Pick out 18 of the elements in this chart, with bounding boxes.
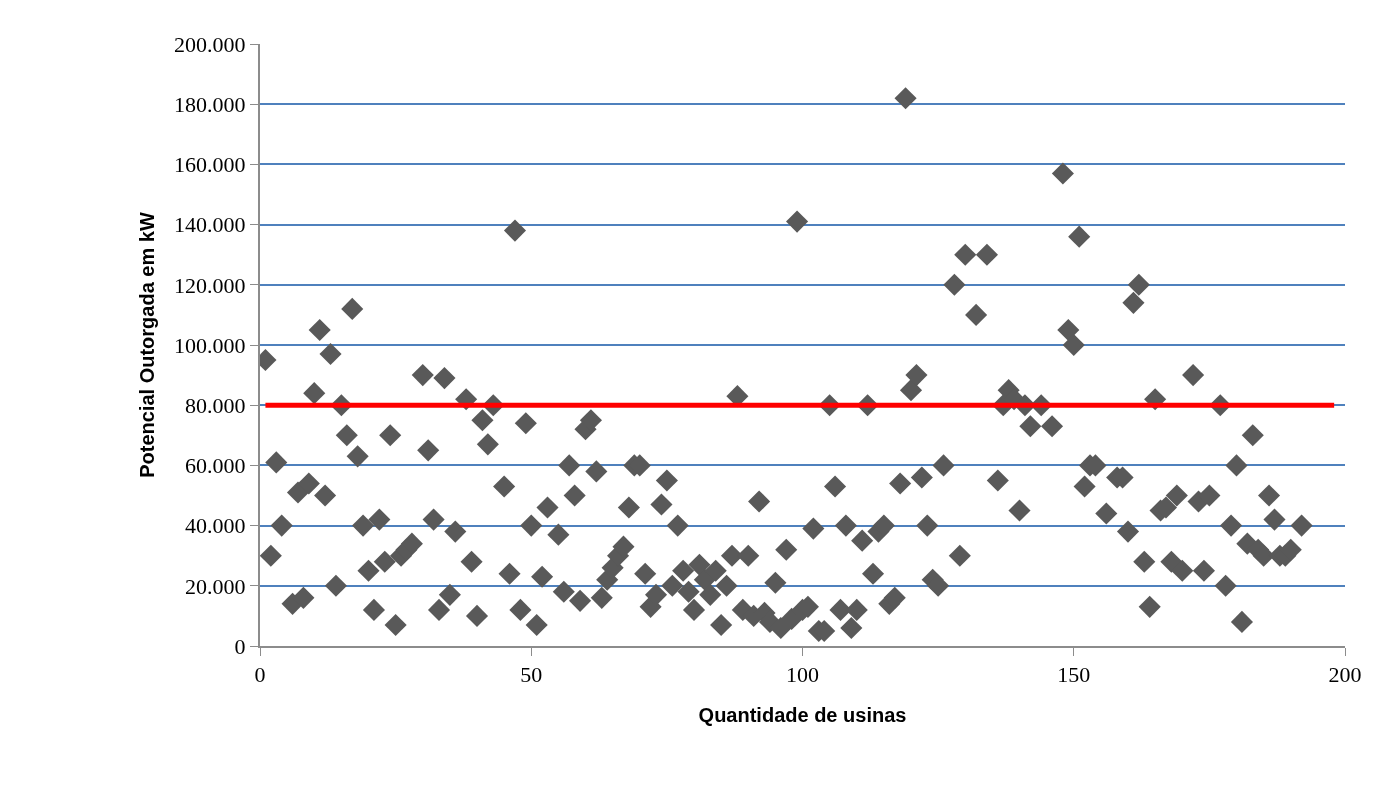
x-tick-label: 200 xyxy=(1328,662,1362,688)
y-tick-label: 180.000 xyxy=(174,91,246,117)
y-tick-label: 60.000 xyxy=(185,453,246,479)
y-axis-title: Potencial Outorgada em kW xyxy=(136,212,159,478)
y-tick-label: 40.000 xyxy=(185,513,246,539)
y-tick-label: 120.000 xyxy=(174,272,246,298)
y-tick-label: 0 xyxy=(234,633,246,659)
y-tick-label: 20.000 xyxy=(185,573,246,599)
y-tick-label: 140.000 xyxy=(174,212,246,238)
x-tick-label: 50 xyxy=(520,662,543,688)
y-tick-label: 80.000 xyxy=(185,392,246,418)
x-tick-label: 0 xyxy=(254,662,266,688)
y-tick-label: 200.000 xyxy=(174,31,246,57)
y-tick-label: 100.000 xyxy=(174,332,246,358)
x-tick-label: 150 xyxy=(1057,662,1091,688)
y-tick-label: 160.000 xyxy=(174,152,246,178)
x-axis-title: Quantidade de usinas xyxy=(698,704,907,727)
x-tick-label: 100 xyxy=(786,662,819,688)
